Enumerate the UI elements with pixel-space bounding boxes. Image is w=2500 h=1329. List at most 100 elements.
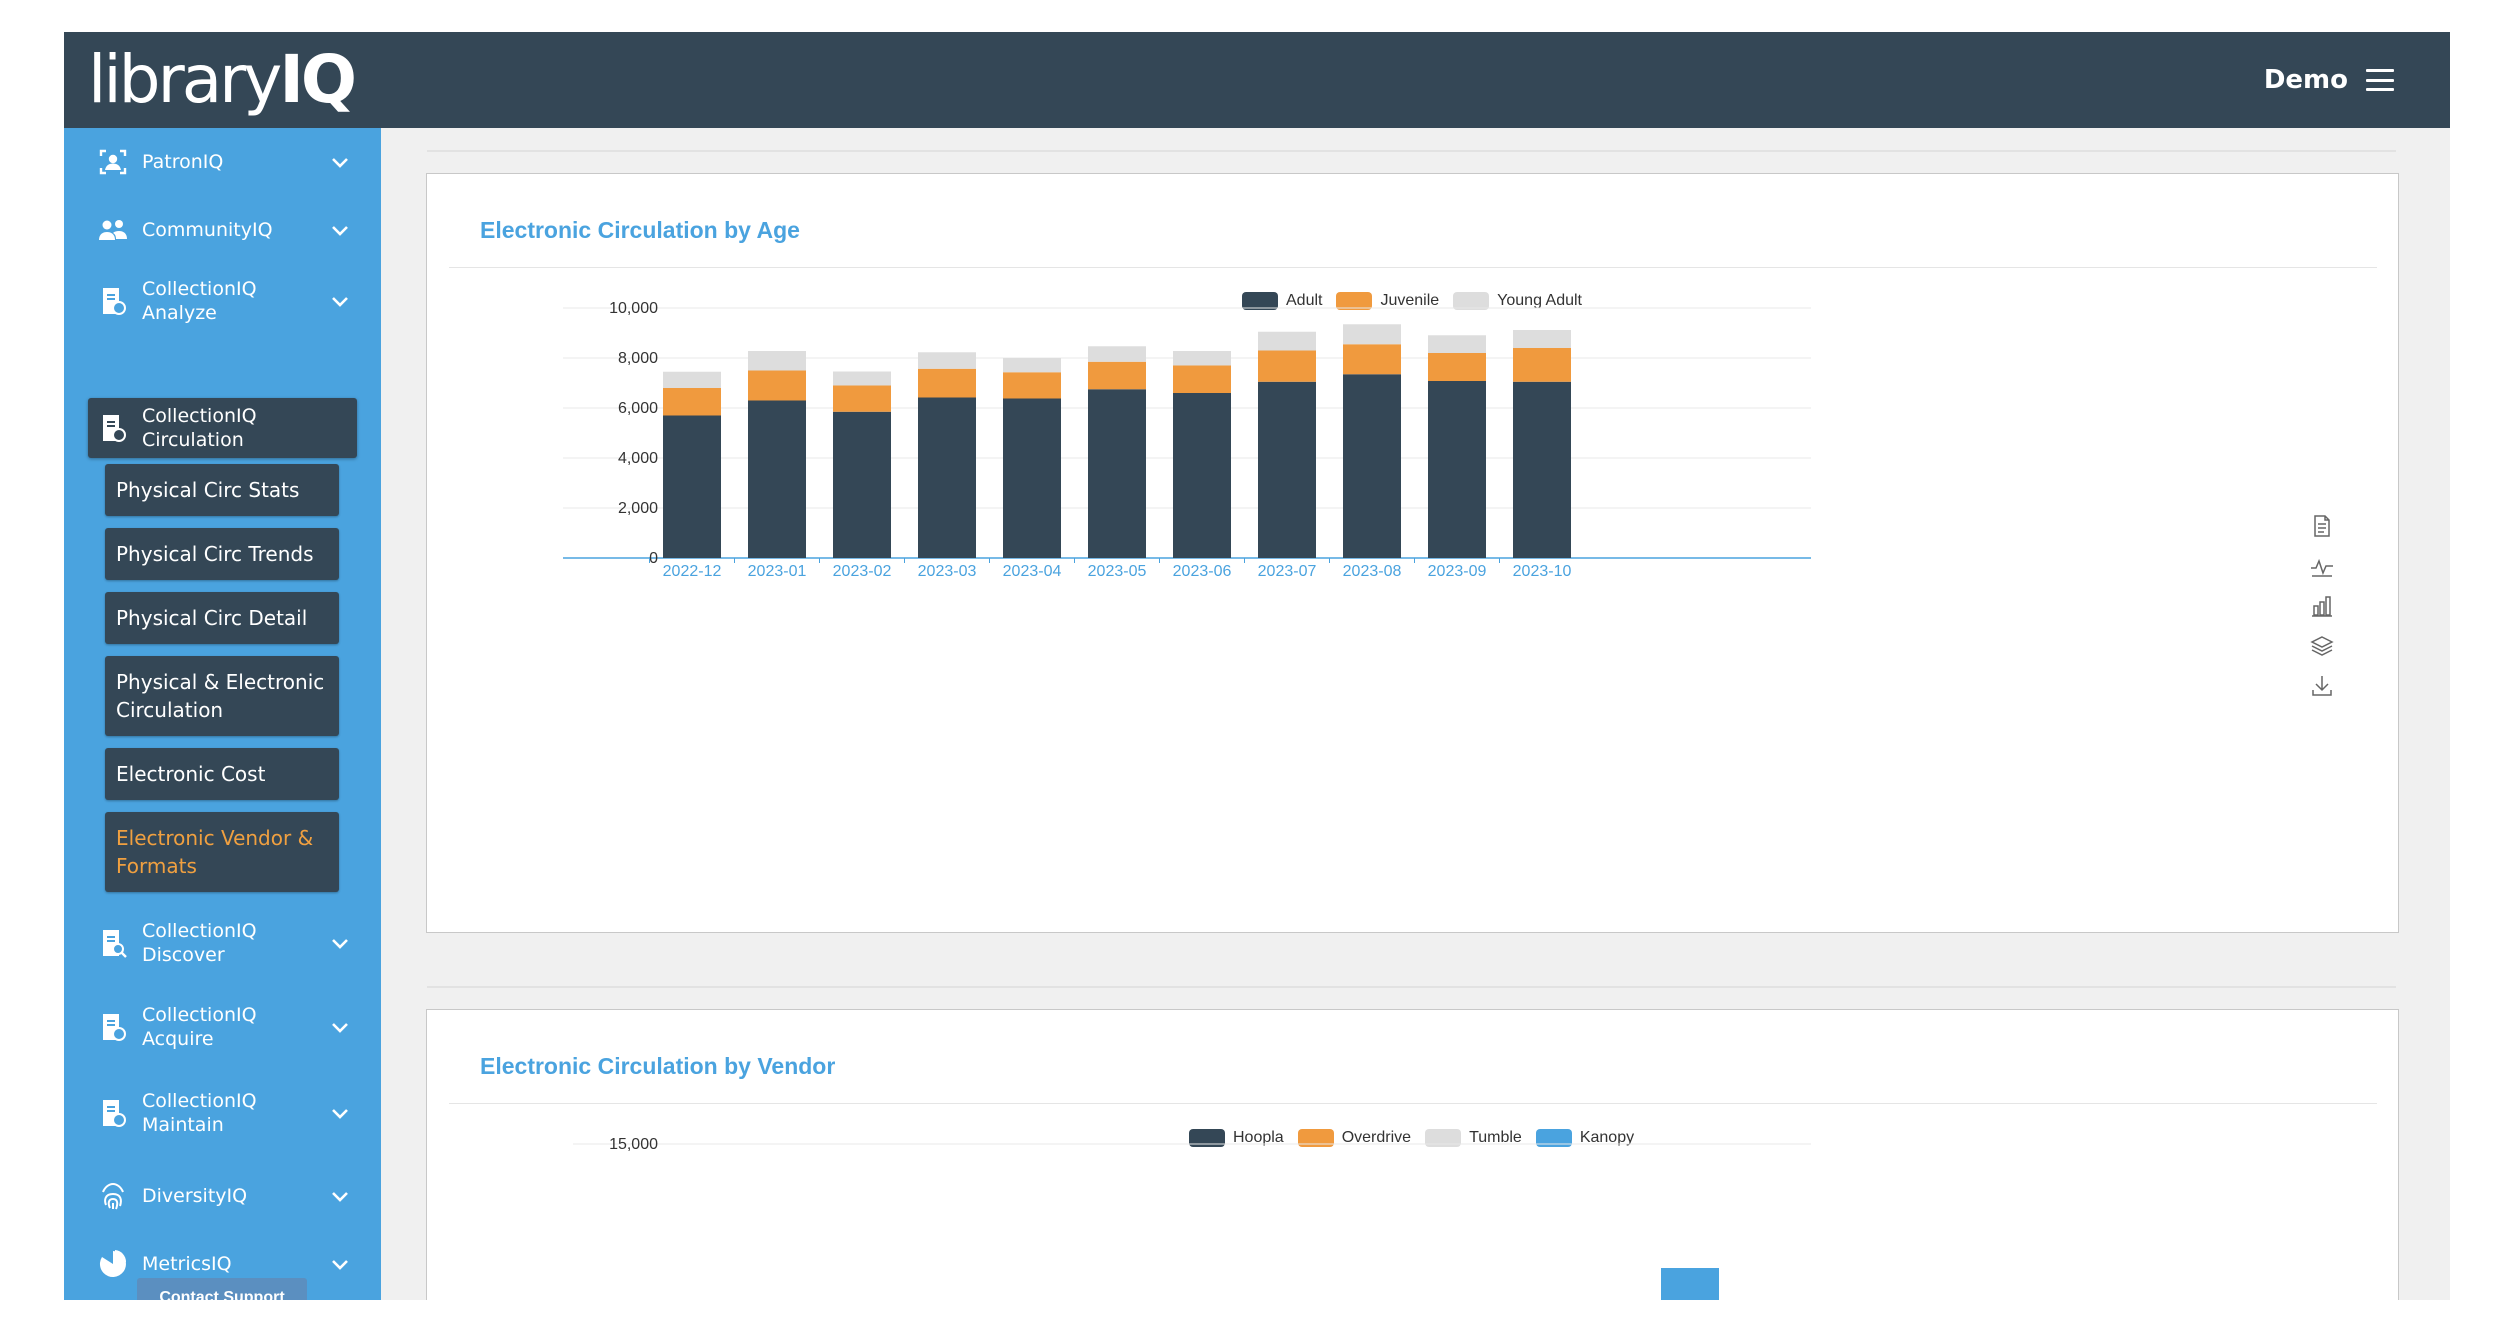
stack-icon[interactable]: [2310, 634, 2334, 658]
submenu-physical-circ-stats[interactable]: Physical Circ Stats: [105, 464, 339, 516]
pie-chart-icon: [99, 1250, 127, 1277]
collection-doc-icon: [103, 1100, 126, 1127]
user-name: Demo: [2263, 65, 2348, 95]
chart-legend: Adult Juvenile Young Adult: [1242, 292, 1596, 310]
download-icon[interactable]: [2310, 674, 2334, 698]
chevron-down-icon[interactable]: [331, 1107, 349, 1119]
submenu-electronic-vendor-formats[interactable]: Electronic Vendor & Formats: [105, 812, 339, 892]
submenu-electronic-cost[interactable]: Electronic Cost: [105, 748, 339, 800]
x-tick-label: 2023-10: [1513, 563, 1572, 580]
legend-item[interactable]: Kanopy: [1535, 1129, 1635, 1147]
card-divider: [449, 1103, 2377, 1104]
bar-segment: [1343, 344, 1401, 375]
bar-segment: [663, 388, 721, 416]
stacked-bar-chart-vendor: 15,000: [573, 1136, 1811, 1300]
bar-chart-icon[interactable]: [2310, 594, 2334, 618]
legend-item[interactable]: Adult: [1242, 292, 1322, 310]
bar-segment: [748, 370, 806, 401]
sidebar-item-label: CollectionIQ Analyze: [142, 278, 257, 324]
chart-card-by-vendor: Electronic Circulation by Vendor Hoopla O…: [426, 1009, 2399, 1300]
bar-segment: [918, 352, 976, 369]
chart-title: Electronic Circulation by Vendor: [480, 1053, 836, 1079]
sidebar-item-diversityiq[interactable]: DiversityIQ: [64, 1162, 381, 1230]
sidebar-item-label: CollectionIQ Maintain: [142, 1090, 257, 1136]
sidebar-item-collectioniq-circulation[interactable]: CollectionIQ Circulation: [88, 398, 357, 458]
legend-item[interactable]: Juvenile: [1336, 292, 1439, 310]
y-tick-label: 4,000: [618, 450, 658, 467]
chevron-down-icon[interactable]: [331, 1258, 349, 1270]
sidebar-item-communityiq[interactable]: CommunityIQ: [64, 196, 381, 264]
x-tick-label: 2023-07: [1258, 563, 1317, 580]
bar-segment: [1088, 361, 1146, 390]
submenu-physical-electronic-circulation[interactable]: Physical & Electronic Circulation: [105, 656, 339, 736]
legend-label: Overdrive: [1341, 1129, 1412, 1146]
bar-segment: [748, 351, 806, 371]
legend-swatch: [1336, 292, 1373, 310]
legend-label: Kanopy: [1579, 1129, 1635, 1146]
chart-legend: Hoopla Overdrive Tumble Kanopy: [1189, 1129, 1648, 1147]
sidebar-item-label: CollectionIQ Circulation: [142, 405, 257, 451]
collection-doc-icon: [103, 288, 126, 315]
legend-swatch: [1425, 1129, 1462, 1147]
collection-doc-icon: [103, 415, 126, 442]
collection-search-icon: [103, 930, 127, 958]
bar-segment: [1003, 372, 1061, 399]
bar-segment: [1513, 381, 1571, 558]
stacked-bar-chart-age: 0 2,000 4,000 6,000 8,000 10,000 2022-12 2023-0…: [563, 300, 1811, 580]
sidebar-item-collectioniq-acquire[interactable]: CollectionIQ Acquire: [64, 990, 381, 1064]
y-tick-label: 10,000: [609, 300, 658, 317]
chevron-down-icon[interactable]: [331, 295, 349, 307]
contact-support-button[interactable]: Contact Support: [137, 1278, 307, 1300]
bar-segment: [1258, 331, 1316, 351]
legend-label: Juvenile: [1380, 292, 1440, 309]
chevron-down-icon[interactable]: [331, 1021, 349, 1033]
legend-label: Adult: [1286, 292, 1323, 309]
fingerprint-icon: [102, 1182, 124, 1210]
collection-doc-icon: [103, 1014, 126, 1041]
sidebar-item-collectioniq-discover[interactable]: CollectionIQ Discover: [64, 906, 381, 980]
legend-label: Tumble: [1469, 1129, 1522, 1146]
legend-swatch: [1189, 1129, 1225, 1147]
sidebar: PatronIQ CommunityIQ CollectionIQ Analyz…: [64, 128, 381, 1300]
legend-item[interactable]: Hoopla: [1189, 1129, 1284, 1147]
libraryiq-logo[interactable]: libraryIQ: [88, 40, 357, 120]
bar-segment: [1003, 398, 1061, 558]
bar-segment: [1661, 1268, 1719, 1300]
bar-segment: [1003, 358, 1061, 373]
bar-segment: [1173, 365, 1231, 393]
chevron-down-icon[interactable]: [331, 156, 349, 168]
submenu-physical-circ-trends[interactable]: Physical Circ Trends: [105, 528, 339, 580]
section-divider: [427, 986, 2396, 988]
bar-segment: [1173, 351, 1231, 366]
data-view-icon[interactable]: [2310, 514, 2334, 538]
top-navbar: libraryIQ Demo: [64, 32, 2450, 128]
people-icon: [99, 220, 127, 240]
sidebar-item-collectioniq-maintain[interactable]: CollectionIQ Maintain: [64, 1076, 381, 1150]
chevron-down-icon[interactable]: [331, 224, 349, 236]
legend-item[interactable]: Tumble: [1425, 1129, 1522, 1147]
sidebar-item-label: CollectionIQ Discover: [142, 920, 257, 966]
bar-segment: [833, 411, 891, 558]
submenu-physical-circ-detail[interactable]: Physical Circ Detail: [105, 592, 339, 644]
sidebar-item-label: MetricsIQ: [142, 1253, 232, 1275]
sidebar-item-patroniq[interactable]: PatronIQ: [64, 128, 381, 196]
user-menu-button[interactable]: Demo: [2264, 58, 2394, 102]
bar-segment: [918, 368, 976, 398]
bar-segment: [1343, 324, 1401, 345]
hamburger-menu-icon[interactable]: [2366, 69, 2394, 91]
y-tick-label: 6,000: [618, 400, 658, 417]
legend-item[interactable]: Young Adult: [1453, 292, 1582, 310]
chevron-down-icon[interactable]: [331, 1190, 349, 1202]
line-chart-icon[interactable]: [2310, 554, 2334, 578]
bar-segment: [663, 415, 721, 558]
y-tick-label: 8,000: [618, 350, 658, 367]
sidebar-item-collectioniq-analyze[interactable]: CollectionIQ Analyze: [64, 264, 381, 338]
sidebar-item-metricsiq[interactable]: MetricsIQ: [64, 1230, 381, 1298]
chart-title: Electronic Circulation by Age: [480, 217, 800, 243]
patron-id-icon: [99, 149, 127, 175]
bar-segment: [833, 371, 891, 386]
y-tick-label: 15,000: [609, 1136, 658, 1153]
legend-item[interactable]: Overdrive: [1297, 1129, 1412, 1147]
bar-segment: [1258, 350, 1316, 382]
chevron-down-icon[interactable]: [331, 937, 349, 949]
